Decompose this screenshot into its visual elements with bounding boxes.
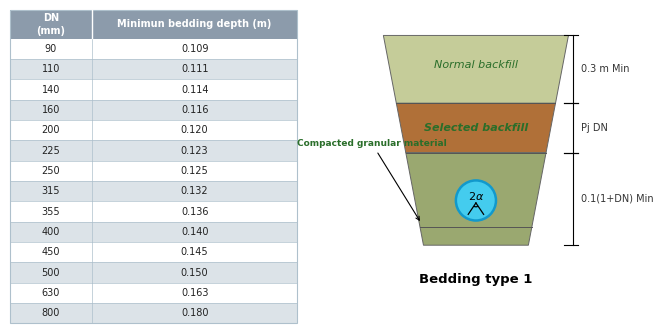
Bar [10,283,297,303]
Text: 0.163: 0.163 [181,288,208,298]
Text: 90: 90 [45,44,57,54]
Bar [10,201,297,222]
Text: 0.180: 0.180 [181,308,208,318]
Text: 500: 500 [42,268,60,278]
Text: 0.120: 0.120 [181,125,208,135]
Bar [10,120,297,140]
Text: Normal backfill: Normal backfill [434,60,518,70]
Text: Minimun bedding depth (m): Minimun bedding depth (m) [118,19,272,29]
Text: 0.111: 0.111 [181,64,208,74]
Text: 0.1(1+DN) Min: 0.1(1+DN) Min [581,194,654,204]
Bar [10,39,297,59]
Polygon shape [406,153,546,245]
Bar [10,140,297,161]
Circle shape [456,181,496,220]
Text: 160: 160 [42,105,60,115]
Text: 0.125: 0.125 [180,166,208,176]
Text: 0.116: 0.116 [181,105,208,115]
Text: 0.140: 0.140 [181,227,208,237]
Text: 0.132: 0.132 [181,186,208,196]
Text: DN
(mm): DN (mm) [36,13,65,36]
Bar [10,181,297,201]
Text: 0.114: 0.114 [181,84,208,95]
Text: 0.3 m Min: 0.3 m Min [581,64,629,74]
Text: Bedding type 1: Bedding type 1 [419,273,533,286]
Text: 200: 200 [42,125,60,135]
Bar [10,242,297,262]
Bar [10,303,297,323]
Text: 110: 110 [42,64,60,74]
Text: 0.136: 0.136 [181,207,208,216]
Bar [10,262,297,283]
Text: 225: 225 [42,146,60,155]
Text: 630: 630 [42,288,60,298]
Text: 0.145: 0.145 [181,247,208,257]
Polygon shape [383,35,568,103]
Bar [10,222,297,242]
Bar [10,161,297,181]
Text: Compacted granular material: Compacted granular material [297,139,447,220]
Bar [10,59,297,80]
Text: 250: 250 [42,166,60,176]
Text: 0.150: 0.150 [181,268,208,278]
Bar [10,80,297,100]
Bar [10,10,297,39]
Text: 800: 800 [42,308,60,318]
Text: 355: 355 [42,207,60,216]
Text: Pj DN: Pj DN [581,123,607,133]
Text: 0.123: 0.123 [181,146,208,155]
Text: 0.109: 0.109 [181,44,208,54]
Text: $2\alpha$: $2\alpha$ [468,190,484,202]
Text: 140: 140 [42,84,60,95]
Text: 450: 450 [42,247,60,257]
Bar [10,100,297,120]
Text: 315: 315 [42,186,60,196]
Text: 400: 400 [42,227,60,237]
Polygon shape [397,103,555,153]
Text: Selected backfill: Selected backfill [424,123,528,133]
